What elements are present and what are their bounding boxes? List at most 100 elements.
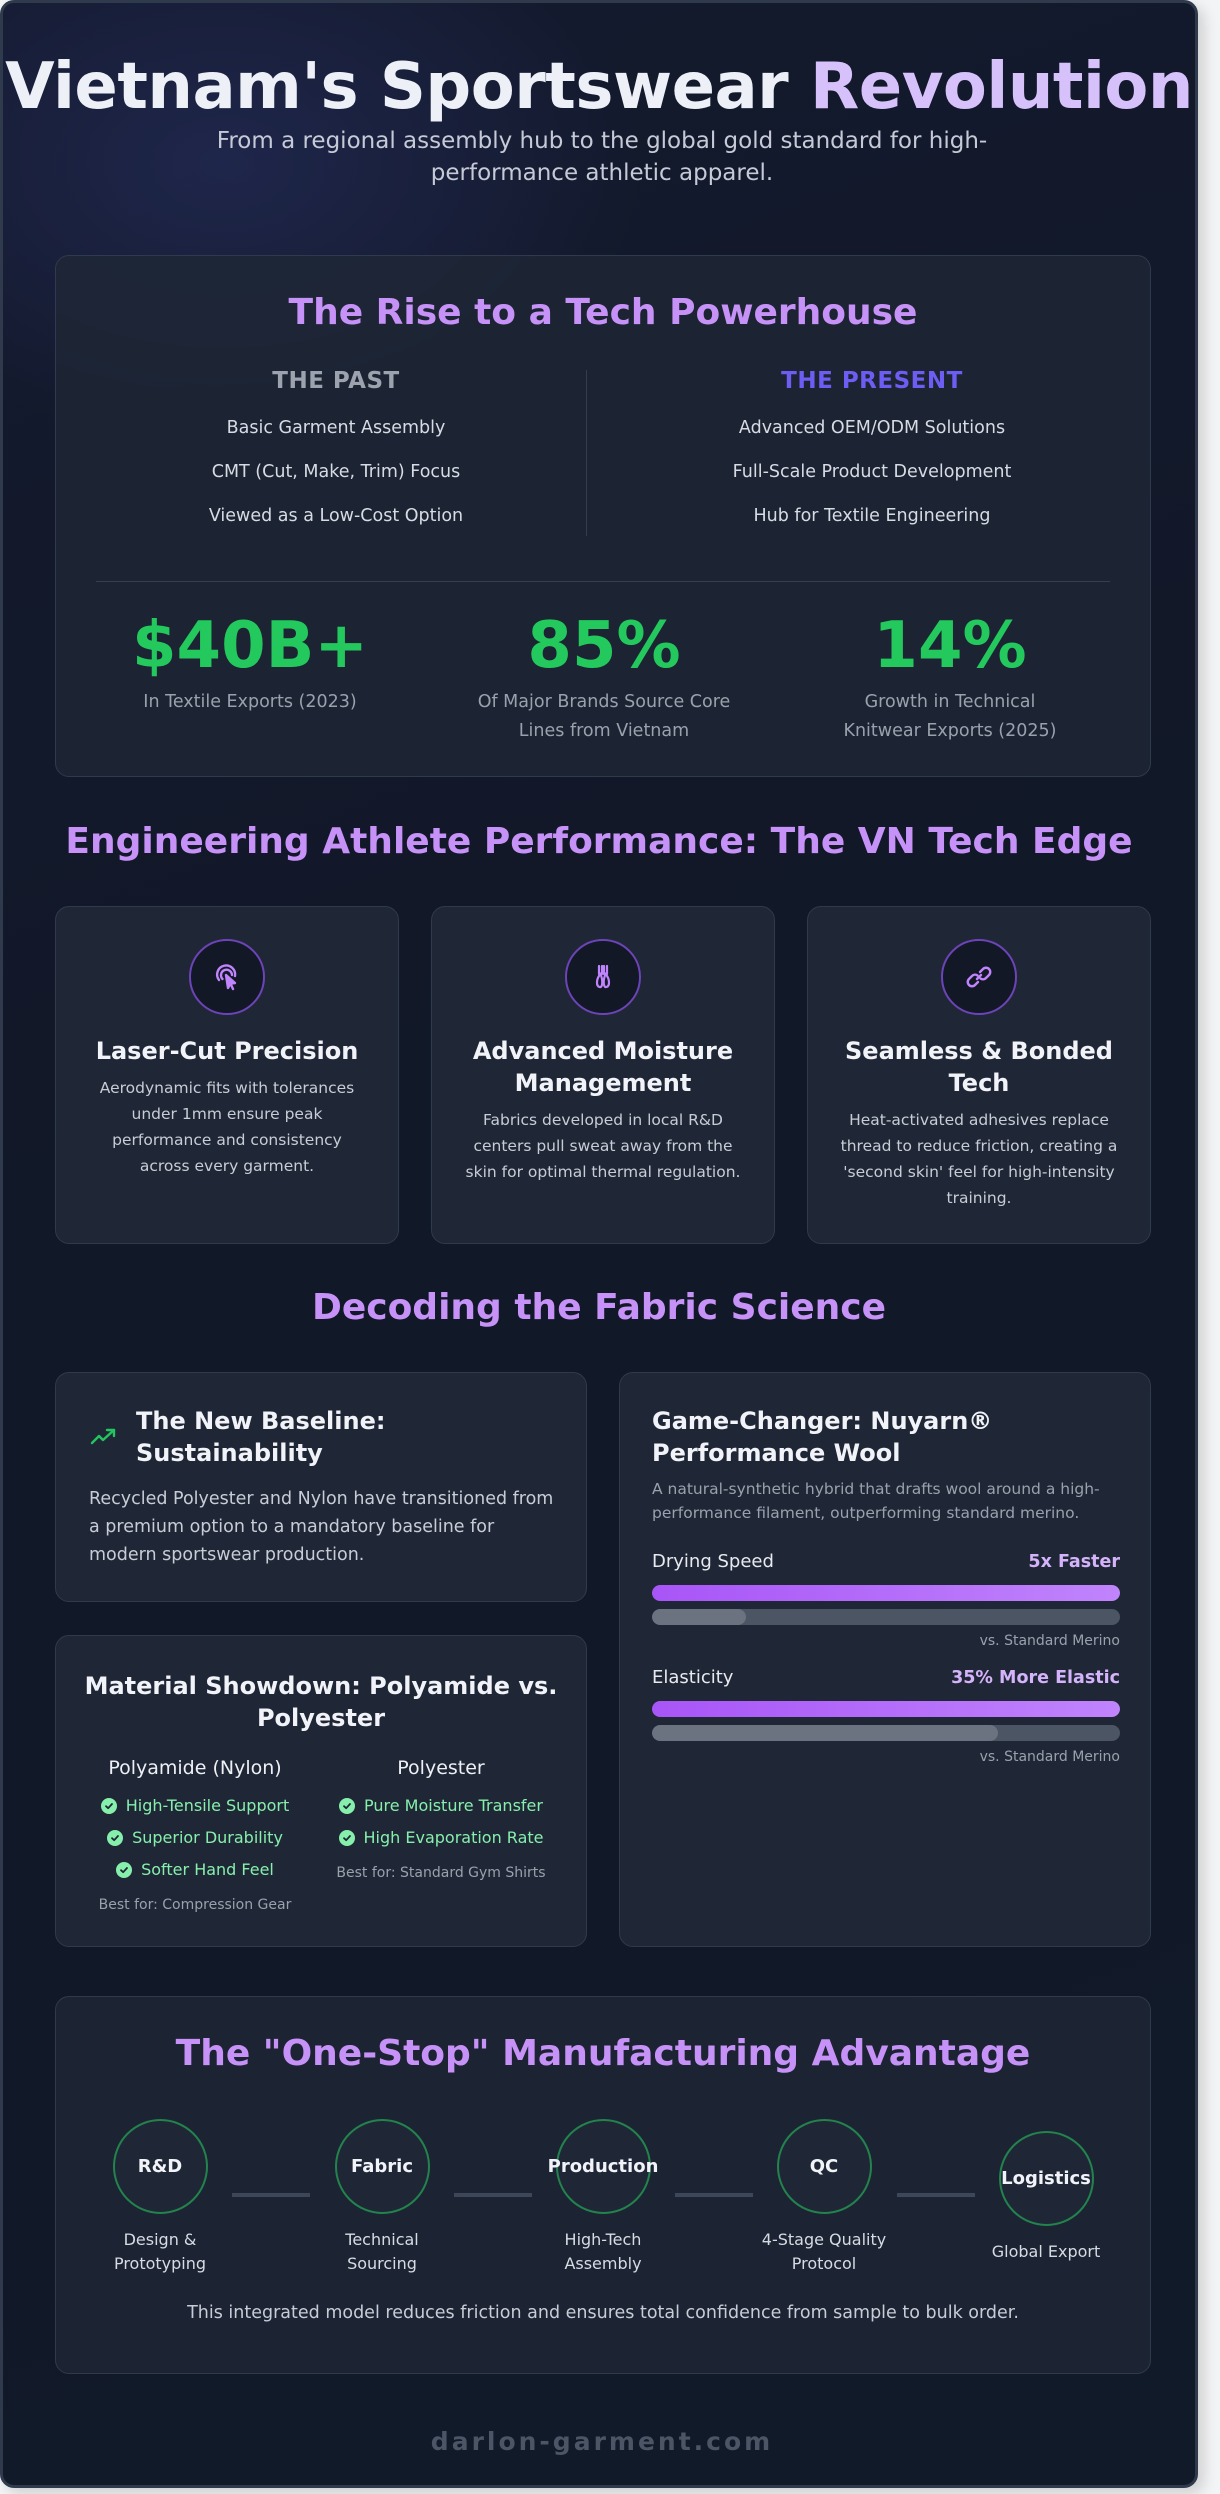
stat-value: 14%: [873, 609, 1027, 683]
footer-site-link[interactable]: darlon-garment.com: [430, 2427, 774, 2456]
laser-target-icon: [189, 939, 265, 1015]
feature-title: Advanced Moisture Management: [472, 1037, 734, 1097]
step-connector: [454, 2193, 532, 2197]
step-caption: Global Export: [991, 2242, 1101, 2261]
baseline-label: vs. Standard Merino: [979, 1633, 1120, 1649]
step-qc: QC 4-Stage Quality Protocol: [744, 2119, 904, 2276]
bar-fill: [652, 1585, 1120, 1601]
best-for-label: Best for: Compression Gear: [98, 1897, 292, 1913]
horizontal-divider: [96, 581, 1110, 582]
step-rd: R&D Design & Prototyping: [80, 2119, 240, 2276]
step-production: Production High-Tech Assembly: [523, 2119, 683, 2276]
one-stop-note: This integrated model reduces friction a…: [187, 2303, 1019, 2323]
nuyarn-card: Game-Changer: Nuyarn® Performance Wool A…: [619, 1372, 1151, 1947]
present-heading: THE PRESENT: [781, 368, 963, 394]
link-icon: [941, 939, 1017, 1015]
engineering-title: Engineering Athlete Performance: The VN …: [65, 821, 1133, 862]
feature-title: Seamless & Bonded Tech: [845, 1037, 1113, 1097]
check-circle-icon: [116, 1862, 133, 1878]
material-heading: Polyester: [397, 1757, 485, 1779]
step-connector: [675, 2193, 753, 2197]
feature-card-moisture: Advanced Moisture Management Fabrics dev…: [431, 906, 775, 1244]
merino-bar: [652, 1725, 1120, 1741]
step-circle: Production: [548, 2119, 658, 2214]
showdown-title: Material Showdown: Polyamide vs. Polyest…: [84, 1672, 558, 1732]
rise-section: The Rise to a Tech Powerhouse THE PAST B…: [55, 255, 1151, 777]
metric-gain: 35% More Elastic: [951, 1668, 1120, 1688]
check-circle-icon: [339, 1798, 356, 1814]
present-item: Full-Scale Product Development: [732, 462, 1012, 482]
step-logistics: Logistics Global Export: [966, 2131, 1126, 2264]
title-part-2: Revolution: [810, 50, 1193, 124]
benefit-item: Softer Hand Feel: [70, 1854, 320, 1886]
one-stop-title: The "One-Stop" Manufacturing Advantage: [175, 2033, 1031, 2074]
check-circle-icon: [107, 1830, 124, 1846]
check-circle-icon: [338, 1830, 355, 1846]
past-item: CMT (Cut, Make, Trim) Focus: [211, 462, 461, 482]
trending-up-icon: [90, 1425, 118, 1451]
nuyarn-title: Game-Changer: Nuyarn® Performance Wool: [652, 1407, 993, 1467]
present-item: Hub for Textile Engineering: [753, 506, 991, 526]
stat-value: 85%: [527, 609, 681, 683]
feature-card-seamless: Seamless & Bonded Tech Heat-activated ad…: [807, 906, 1151, 1244]
stat-exports: $40B+ In Textile Exports (2023): [80, 604, 420, 717]
page-subtitle: From a regional assembly hub to the glob…: [216, 128, 988, 186]
feature-text: Fabrics developed in local R&D centers p…: [465, 1111, 741, 1181]
benefit-item: High-Tensile Support: [70, 1790, 320, 1822]
step-circle: R&D: [112, 2119, 208, 2214]
metric-name: Elasticity: [652, 1667, 734, 1688]
showdown-card: Material Showdown: Polyamide vs. Polyest…: [55, 1635, 587, 1947]
bar-fill: [652, 1725, 999, 1741]
merino-bar: [652, 1609, 1120, 1625]
metric-name: Drying Speed: [652, 1551, 774, 1572]
material-heading: Polyamide (Nylon): [108, 1757, 282, 1779]
baseline-label: vs. Standard Merino: [979, 1749, 1120, 1765]
stat-growth: 14% Growth in Technical Knitwear Exports…: [780, 604, 1120, 746]
step-circle: QC: [776, 2119, 872, 2214]
step-circle: Logistics: [998, 2131, 1094, 2226]
benefit-label: Superior Durability: [132, 1828, 283, 1847]
metric-gain: 5x Faster: [1028, 1552, 1120, 1572]
benefit-label: High Evaporation Rate: [363, 1828, 544, 1847]
rise-title: The Rise to a Tech Powerhouse: [288, 292, 918, 333]
polyamide-column: Polyamide (Nylon) High-Tensile Support S…: [70, 1754, 320, 1916]
step-caption: Technical Sourcing: [345, 2230, 419, 2273]
bar-fill: [652, 1609, 746, 1625]
sustainability-text: Recycled Polyester and Nylon have transi…: [89, 1489, 554, 1565]
nuyarn-bar: [652, 1701, 1120, 1717]
nuyarn-description: A natural-synthetic hybrid that drafts w…: [652, 1480, 1100, 1522]
benefit-label: Pure Moisture Transfer: [364, 1796, 543, 1815]
past-item: Viewed as a Low-Cost Option: [208, 506, 464, 526]
metric-elasticity: Elasticity 35% More Elastic vs. Standard…: [652, 1667, 1120, 1767]
benefit-item: Pure Moisture Transfer: [316, 1790, 566, 1822]
step-caption: 4-Stage Quality Protocol: [761, 2230, 887, 2273]
feature-text: Aerodynamic fits with tolerances under 1…: [99, 1079, 355, 1175]
sustainability-title: The New Baseline: Sustainability: [136, 1407, 386, 1467]
stat-value: $40B+: [132, 609, 368, 683]
step-caption: High-Tech Assembly: [564, 2230, 642, 2273]
feature-text: Heat-activated adhesives replace thread …: [840, 1111, 1118, 1207]
sustainability-card: The New Baseline: Sustainability Recycle…: [55, 1372, 587, 1602]
stat-label: Of Major Brands Source Core Lines from V…: [477, 692, 731, 741]
check-circle-icon: [100, 1798, 117, 1814]
best-for-label: Best for: Standard Gym Shirts: [336, 1865, 546, 1881]
step-caption: Design & Prototyping: [113, 2230, 207, 2273]
infographic-frame: Vietnam's Sportswear Revolution From a r…: [0, 0, 1198, 2488]
benefit-item: High Evaporation Rate: [316, 1822, 566, 1854]
benefit-label: Softer Hand Feel: [141, 1860, 274, 1879]
page-title: Vietnam's Sportswear Revolution: [3, 47, 1195, 127]
bar-fill: [652, 1701, 1120, 1717]
one-stop-section: The "One-Stop" Manufacturing Advantage R…: [55, 1996, 1151, 2374]
stat-label: In Textile Exports (2023): [143, 692, 357, 712]
fabric-title: Decoding the Fabric Science: [311, 1287, 887, 1328]
benefit-label: High-Tensile Support: [125, 1796, 290, 1815]
nuyarn-bar: [652, 1585, 1120, 1601]
step-connector: [232, 2193, 310, 2197]
polyester-column: Polyester Pure Moisture Transfer High Ev…: [316, 1754, 566, 1884]
vertical-divider: [586, 370, 587, 536]
feature-title: Laser-Cut Precision: [95, 1037, 359, 1065]
metric-drying-speed: Drying Speed 5x Faster vs. Standard Meri…: [652, 1551, 1120, 1651]
stat-label: Growth in Technical Knitwear Exports (20…: [843, 692, 1057, 741]
moisture-drops-icon: [565, 939, 641, 1015]
step-connector: [897, 2193, 975, 2197]
